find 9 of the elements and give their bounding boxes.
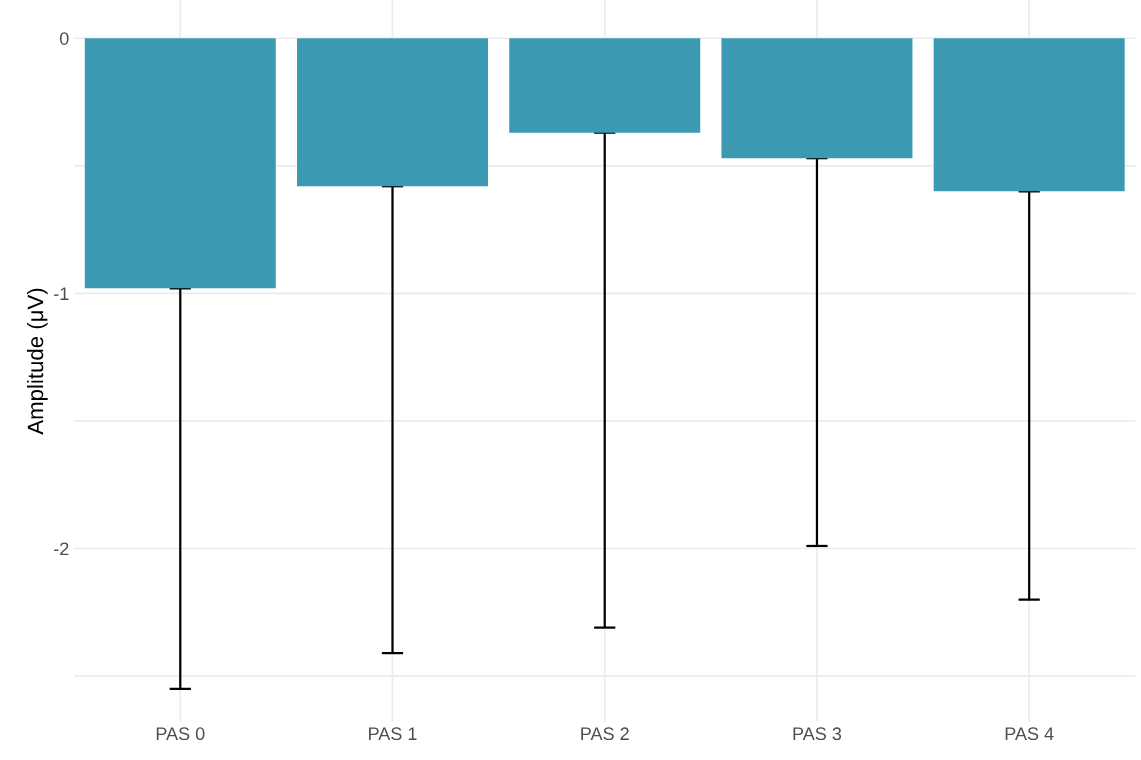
y-tick-label: -2 <box>54 542 69 556</box>
x-tick-label: PAS 2 <box>581 727 629 741</box>
y-tick-label: 0 <box>59 32 69 45</box>
x-tick-label: PAS 4 <box>1005 727 1054 741</box>
x-tick-label: PAS 0 <box>156 727 205 741</box>
x-tick-label: PAS 1 <box>369 727 417 741</box>
y-tick-label: -1 <box>54 287 69 300</box>
x-tick-label: PAS 3 <box>793 727 842 741</box>
y-axis-title: Amplitude (μV) <box>26 288 48 435</box>
